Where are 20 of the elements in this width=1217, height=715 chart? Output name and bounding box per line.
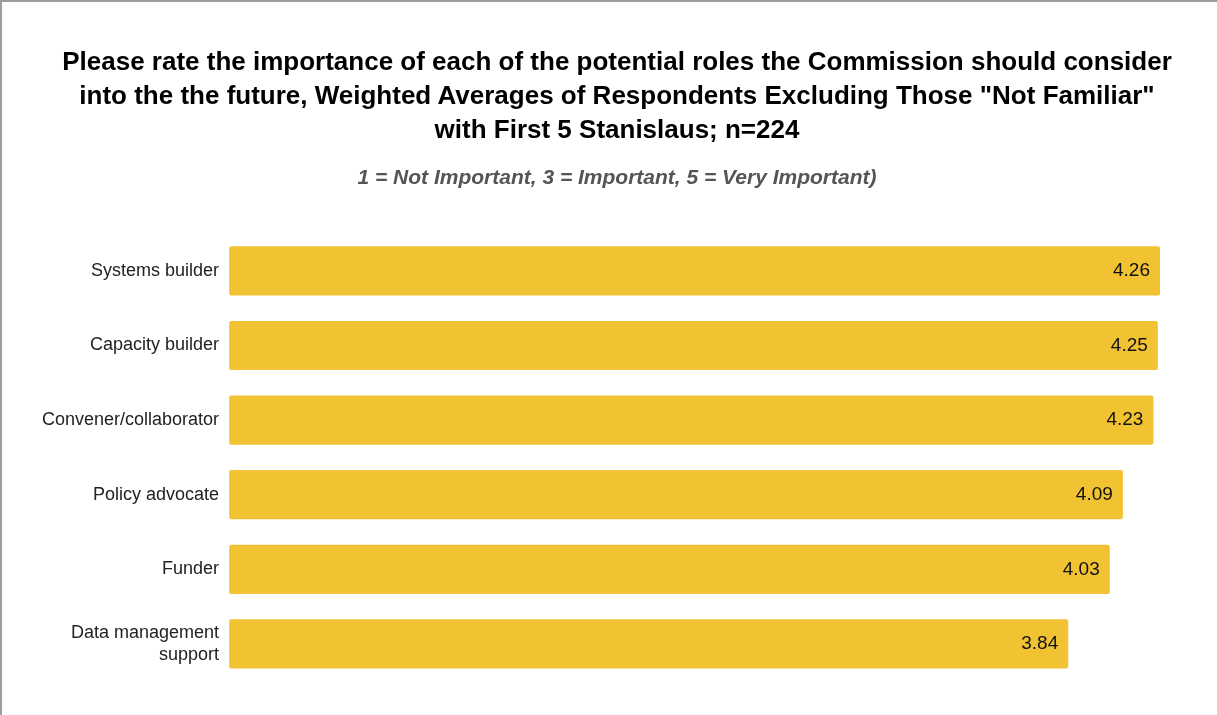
y-tick-label: Data management support (71, 622, 220, 664)
data-label: 4.26 (1113, 259, 1150, 281)
chart-subtitle: 1 = Not Important, 3 = Important, 5 = Very Important) (356, 165, 878, 189)
data-label: 4.03 (1062, 557, 1100, 579)
data-label: 4.23 (1106, 408, 1144, 430)
bar (229, 395, 1154, 445)
data-label: 4.09 (1075, 482, 1113, 504)
y-tick-label: Convener/collaborator (41, 409, 220, 430)
bar (229, 619, 1069, 669)
data-label: 4.25 (1110, 333, 1148, 355)
bar (229, 320, 1158, 371)
bar (229, 470, 1123, 520)
y-tick-label: Policy advocate (93, 483, 220, 504)
chart-title: Please rate the importance of each of the potential roles the Commission should consider into the the future, Weighted Averages of Respondents Excluding Those "Not Familiar" with First 5 Stanislaus; n=224 (61, 45, 1173, 146)
bar (229, 246, 1160, 296)
y-tick-label: Funder (162, 558, 220, 579)
y-tick-label: Systems builder (91, 259, 220, 280)
data-label: 3.84 (1021, 632, 1059, 654)
y-tick-label: Capacity builder (90, 334, 220, 355)
bar (229, 544, 1110, 594)
